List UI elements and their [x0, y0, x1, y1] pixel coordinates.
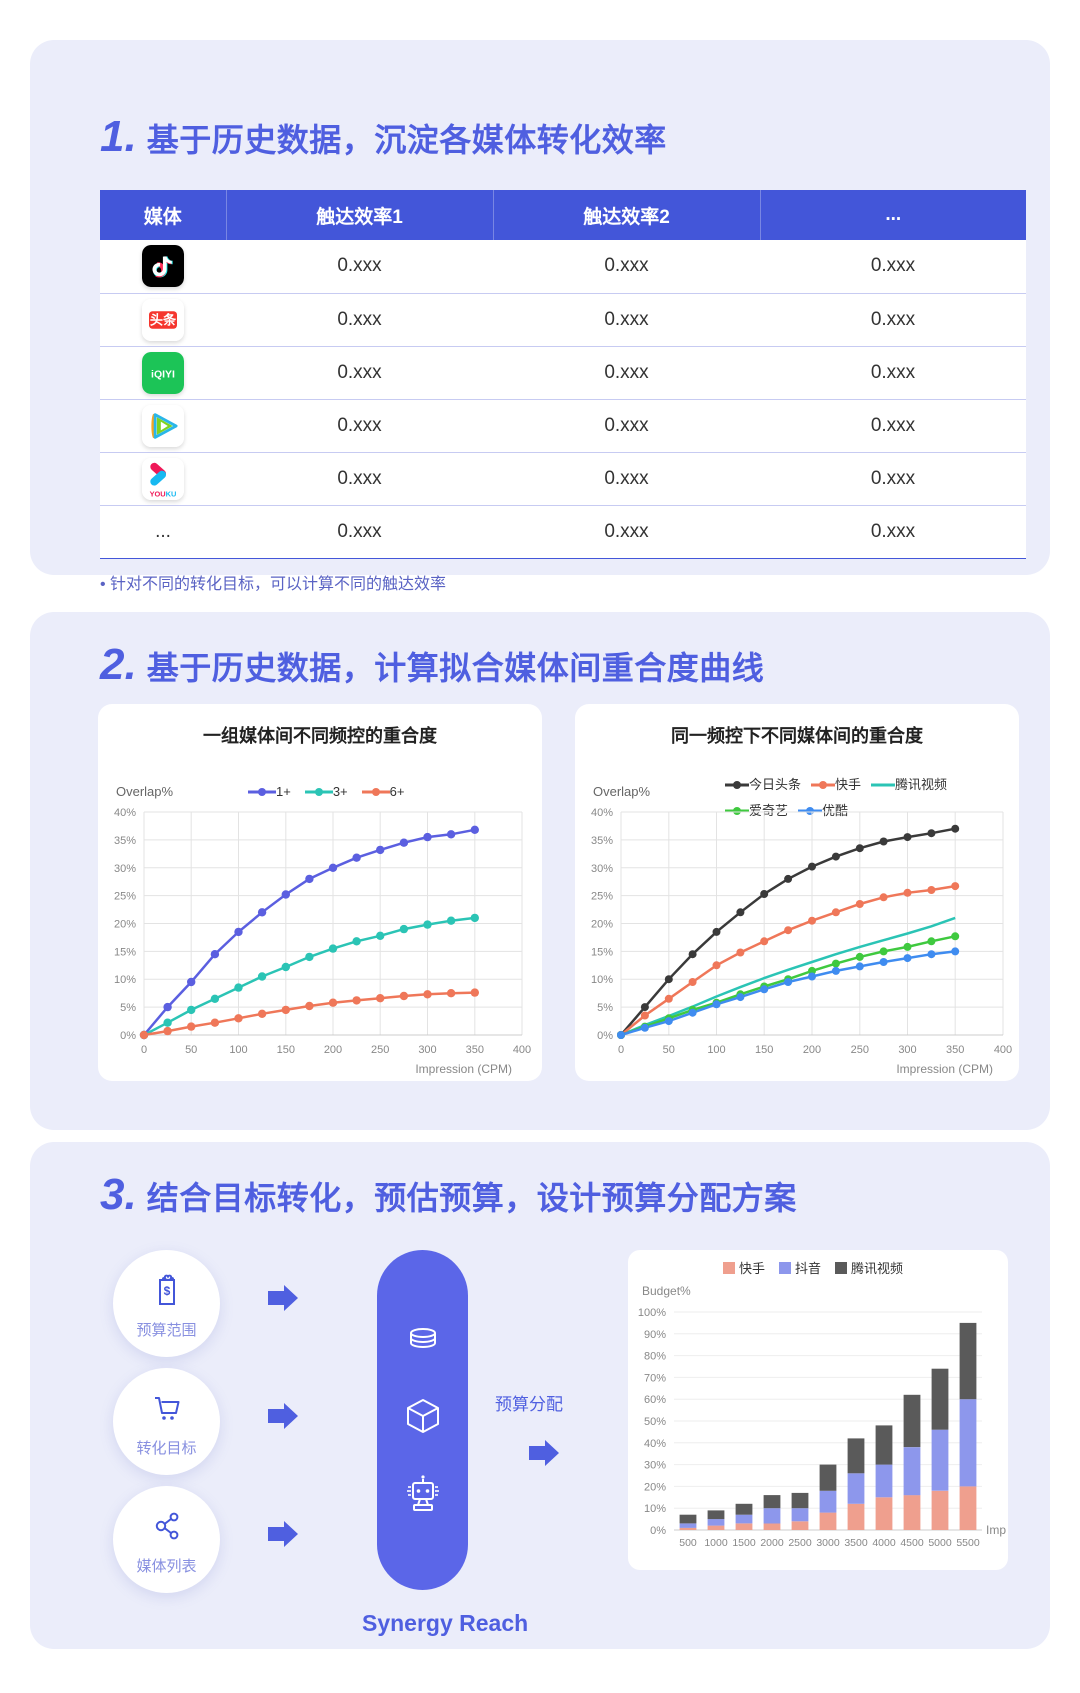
- svg-text:40%: 40%: [114, 807, 136, 819]
- svg-text:5%: 5%: [120, 1002, 136, 1014]
- svg-text:100: 100: [229, 1044, 247, 1056]
- svg-text:3000: 3000: [816, 1537, 840, 1549]
- svg-text:0: 0: [618, 1044, 624, 1056]
- svg-text:YOUKU: YOUKU: [150, 489, 177, 498]
- svg-text:200: 200: [324, 1044, 342, 1056]
- svg-text:0%: 0%: [120, 1030, 136, 1042]
- svg-text:1500: 1500: [732, 1537, 756, 1549]
- svg-text:35%: 35%: [591, 835, 613, 847]
- svg-text:0%: 0%: [650, 1525, 666, 1537]
- svg-text:300: 300: [898, 1044, 916, 1056]
- svg-text:20%: 20%: [114, 919, 136, 931]
- svg-text:400: 400: [994, 1044, 1012, 1056]
- svg-text:10%: 10%: [591, 974, 613, 986]
- svg-text:头条: 头条: [150, 311, 177, 327]
- svg-text:$: $: [163, 1284, 170, 1298]
- svg-text:70%: 70%: [644, 1372, 666, 1384]
- svg-text:10%: 10%: [644, 1503, 666, 1515]
- svg-text:Impression (CPM): Impression (CPM): [415, 1062, 512, 1076]
- svg-text:0: 0: [141, 1044, 147, 1056]
- svg-text:350: 350: [946, 1044, 964, 1056]
- svg-text:90%: 90%: [644, 1329, 666, 1341]
- svg-text:4500: 4500: [900, 1537, 924, 1549]
- svg-text:50: 50: [663, 1044, 675, 1056]
- svg-text:250: 250: [851, 1044, 869, 1056]
- svg-text:20%: 20%: [591, 919, 613, 931]
- svg-text:250: 250: [371, 1044, 389, 1056]
- svg-text:100%: 100%: [638, 1307, 666, 1319]
- svg-text:80%: 80%: [644, 1351, 666, 1363]
- svg-text:0%: 0%: [597, 1030, 613, 1042]
- svg-text:500: 500: [679, 1537, 697, 1549]
- svg-text:40%: 40%: [591, 807, 613, 819]
- svg-text:Imp: Imp: [986, 1523, 1006, 1537]
- svg-text:200: 200: [803, 1044, 821, 1056]
- svg-text:20%: 20%: [644, 1481, 666, 1493]
- svg-text:60%: 60%: [644, 1394, 666, 1406]
- svg-text:15%: 15%: [114, 946, 136, 958]
- svg-text:400: 400: [513, 1044, 531, 1056]
- svg-text:300: 300: [418, 1044, 436, 1056]
- svg-text:2500: 2500: [788, 1537, 812, 1549]
- svg-text:30%: 30%: [644, 1460, 666, 1472]
- svg-text:50%: 50%: [644, 1416, 666, 1428]
- svg-text:150: 150: [755, 1044, 773, 1056]
- svg-text:40%: 40%: [644, 1438, 666, 1450]
- svg-text:10%: 10%: [114, 974, 136, 986]
- svg-text:5%: 5%: [597, 1002, 613, 1014]
- svg-text:30%: 30%: [591, 863, 613, 875]
- svg-text:2000: 2000: [760, 1537, 784, 1549]
- svg-text:350: 350: [466, 1044, 484, 1056]
- svg-text:Impression (CPM): Impression (CPM): [896, 1062, 993, 1076]
- svg-text:5500: 5500: [956, 1537, 980, 1549]
- svg-text:1000: 1000: [704, 1537, 728, 1549]
- svg-text:25%: 25%: [591, 891, 613, 903]
- svg-text:iQIYI: iQIYI: [151, 368, 175, 380]
- svg-text:35%: 35%: [114, 835, 136, 847]
- svg-text:100: 100: [707, 1044, 725, 1056]
- svg-text:3500: 3500: [844, 1537, 868, 1549]
- svg-text:30%: 30%: [114, 863, 136, 875]
- svg-text:4000: 4000: [872, 1537, 896, 1549]
- svg-text:150: 150: [277, 1044, 295, 1056]
- svg-text:5000: 5000: [928, 1537, 952, 1549]
- svg-text:25%: 25%: [114, 891, 136, 903]
- svg-text:50: 50: [185, 1044, 197, 1056]
- svg-text:15%: 15%: [591, 946, 613, 958]
